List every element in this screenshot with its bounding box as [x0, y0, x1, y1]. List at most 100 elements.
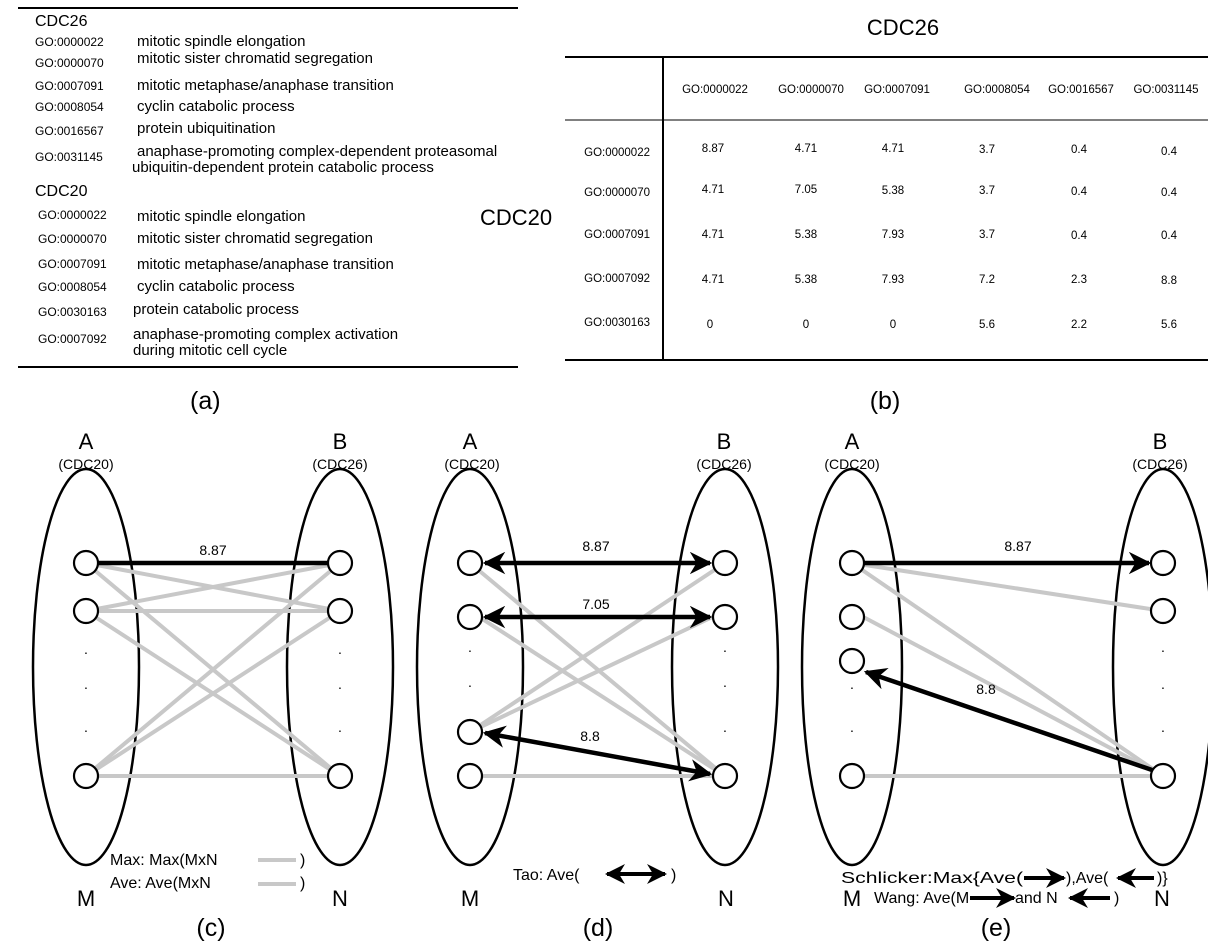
cdc20-go-id: GO:0030163: [38, 305, 107, 319]
set-a-label: A: [845, 429, 860, 454]
set-b-ellipse: [1111, 467, 1208, 867]
matrix-cell: 4.71: [702, 274, 724, 286]
matrix-row: GO:0000022 8.87 4.71 4.71 3.7 0.4 0.4: [584, 143, 1177, 159]
matrix-cell: 0: [707, 319, 713, 331]
term-node-a: [72, 549, 100, 577]
cdc26-go-term: anaphase-promoting complex-dependent pro…: [137, 143, 497, 160]
matrix-cell: 3.7: [979, 144, 995, 156]
cdc26-go-term-continued: ubiquitin-dependent protein catabolic pr…: [132, 159, 434, 176]
cdc20-go-term: anaphase-promoting complex activation: [133, 326, 398, 343]
matrix-cell: 5.6: [979, 319, 995, 331]
set-b-label: B: [1153, 429, 1168, 454]
legend-ave: Ave: Ave(MxN: [110, 875, 211, 892]
ellipsis-dot: ·: [723, 642, 728, 658]
legend-separator: ),Ave(: [1066, 870, 1109, 887]
matrix-cell: 8.8: [1161, 275, 1177, 287]
set-n-label: N: [718, 886, 734, 911]
ellipsis-dot: ·: [338, 722, 343, 738]
matrix-row-header: GO:0030163: [584, 317, 650, 329]
cdc20-go-term-continued: during mitotic cell cycle: [133, 342, 287, 359]
matrix-cell: 7.93: [882, 229, 904, 241]
set-b-label: B: [717, 429, 732, 454]
matrix-cell: 3.7: [979, 229, 995, 241]
cdc20-go-id: GO:0008054: [38, 280, 107, 294]
term-node-b: [1149, 597, 1177, 625]
legend-end: )}: [1157, 870, 1168, 887]
legend-close: ): [671, 867, 676, 884]
term-node-a: [456, 549, 484, 577]
matrix-cell: 5.38: [795, 274, 817, 286]
cdc26-go-id: GO:0031145: [35, 150, 103, 164]
term-node-b: [711, 603, 739, 631]
matrix-cell: 0.4: [1071, 230, 1088, 242]
matrix-cell: 7.2: [979, 274, 995, 286]
term-node-b: [711, 762, 739, 790]
term-node-a: [72, 762, 100, 790]
term-node-b: [1149, 762, 1177, 790]
cdc20-go-term: mitotic spindle elongation: [137, 208, 305, 225]
cdc26-go-term: mitotic sister chromatid segregation: [137, 50, 373, 67]
cdc26-go-id: GO:0007091: [35, 79, 104, 93]
cdc26-go-id: GO:0016567: [35, 124, 104, 138]
ellipsis-dot: ·: [468, 677, 473, 693]
set-m-label: M: [843, 886, 861, 911]
ellipsis-dot: ·: [338, 679, 343, 695]
matrix-cell: 5.38: [795, 229, 817, 241]
matrix-column-header: GO:0008054: [964, 84, 1030, 96]
cdc26-go-term: cyclin catabolic process: [137, 98, 295, 115]
cdc26-go-id: GO:0000022: [35, 35, 104, 49]
cdc26-go-term: mitotic spindle elongation: [137, 33, 305, 50]
edge-score-label: 8.8: [976, 681, 996, 697]
ellipsis-dot: ·: [1161, 642, 1166, 658]
legend-close: ): [300, 852, 305, 869]
term-node-a: [456, 718, 484, 746]
cdc20-go-id: GO:0007092: [38, 332, 107, 346]
matrix-column-header: GO:0007091: [864, 84, 930, 96]
matrix-row: GO:0007092 4.71 5.38 7.93 7.2 2.3 8.8: [584, 273, 1177, 287]
panel-a-caption: (a): [190, 387, 221, 415]
matrix-column-header: GO:0000070: [778, 84, 844, 96]
matrix-row-header: GO:0007091: [584, 229, 650, 241]
matrix-cell: 0.4: [1161, 230, 1178, 242]
legend-max: Max: Max(MxN: [110, 852, 218, 869]
set-m-label: M: [77, 886, 95, 911]
matrix-cell: 0.4: [1161, 187, 1178, 199]
ellipsis-dot: ·: [84, 679, 89, 695]
matrix-cell: 0.4: [1161, 146, 1178, 158]
edge-score-label: 8.87: [199, 542, 226, 558]
ellipsis-dot: ·: [468, 642, 473, 658]
ellipsis-dot: ·: [1161, 679, 1166, 695]
matrix-cell: 2.3: [1071, 274, 1087, 286]
set-a-ellipse: [800, 467, 904, 867]
matrix-column-title: CDC26: [867, 15, 939, 40]
set-n-label: N: [332, 886, 348, 911]
matrix-cell: 4.71: [882, 143, 904, 155]
panel-e-schlicker-wang-diagram: A (CDC20) B (CDC26) 8.87 8.8 · · · · · S…: [800, 429, 1208, 942]
ellipsis-dot: ·: [84, 722, 89, 738]
ellipsis-dot: ·: [723, 722, 728, 738]
term-node-b: [326, 549, 354, 577]
cdc26-go-id: GO:0008054: [35, 100, 104, 114]
edge-score-label: 7.05: [582, 596, 609, 612]
panel-a-go-term-list: CDC26 GO:0000022 mitotic spindle elongat…: [18, 7, 518, 415]
term-node-a: [456, 603, 484, 631]
cdc20-go-term: protein catabolic process: [133, 301, 299, 318]
term-node-a: [838, 647, 866, 675]
ellipsis-dot: ·: [850, 722, 855, 738]
cdc26-go-term: protein ubiquitination: [137, 120, 275, 137]
matrix-cell: 0: [803, 319, 809, 331]
matrix-cell: 0.4: [1071, 144, 1088, 156]
matrix-row: GO:0030163 0 0 0 5.6 2.2 5.6: [584, 317, 1177, 331]
all-pairs-edges: [850, 561, 1165, 778]
matrix-cell: 2.2: [1071, 319, 1087, 331]
matrix-cell: 8.87: [702, 143, 724, 155]
set-a-ellipse: [415, 467, 525, 867]
cdc26-go-term: mitotic metaphase/anaphase transition: [137, 77, 394, 94]
term-node-a: [72, 597, 100, 625]
matrix-column-header: GO:0031145: [1133, 84, 1198, 96]
ellipsis-dot: ·: [84, 644, 89, 660]
term-node-a: [838, 762, 866, 790]
legend-end: ): [1114, 890, 1119, 907]
matrix-column-header: GO:0016567: [1048, 84, 1114, 96]
